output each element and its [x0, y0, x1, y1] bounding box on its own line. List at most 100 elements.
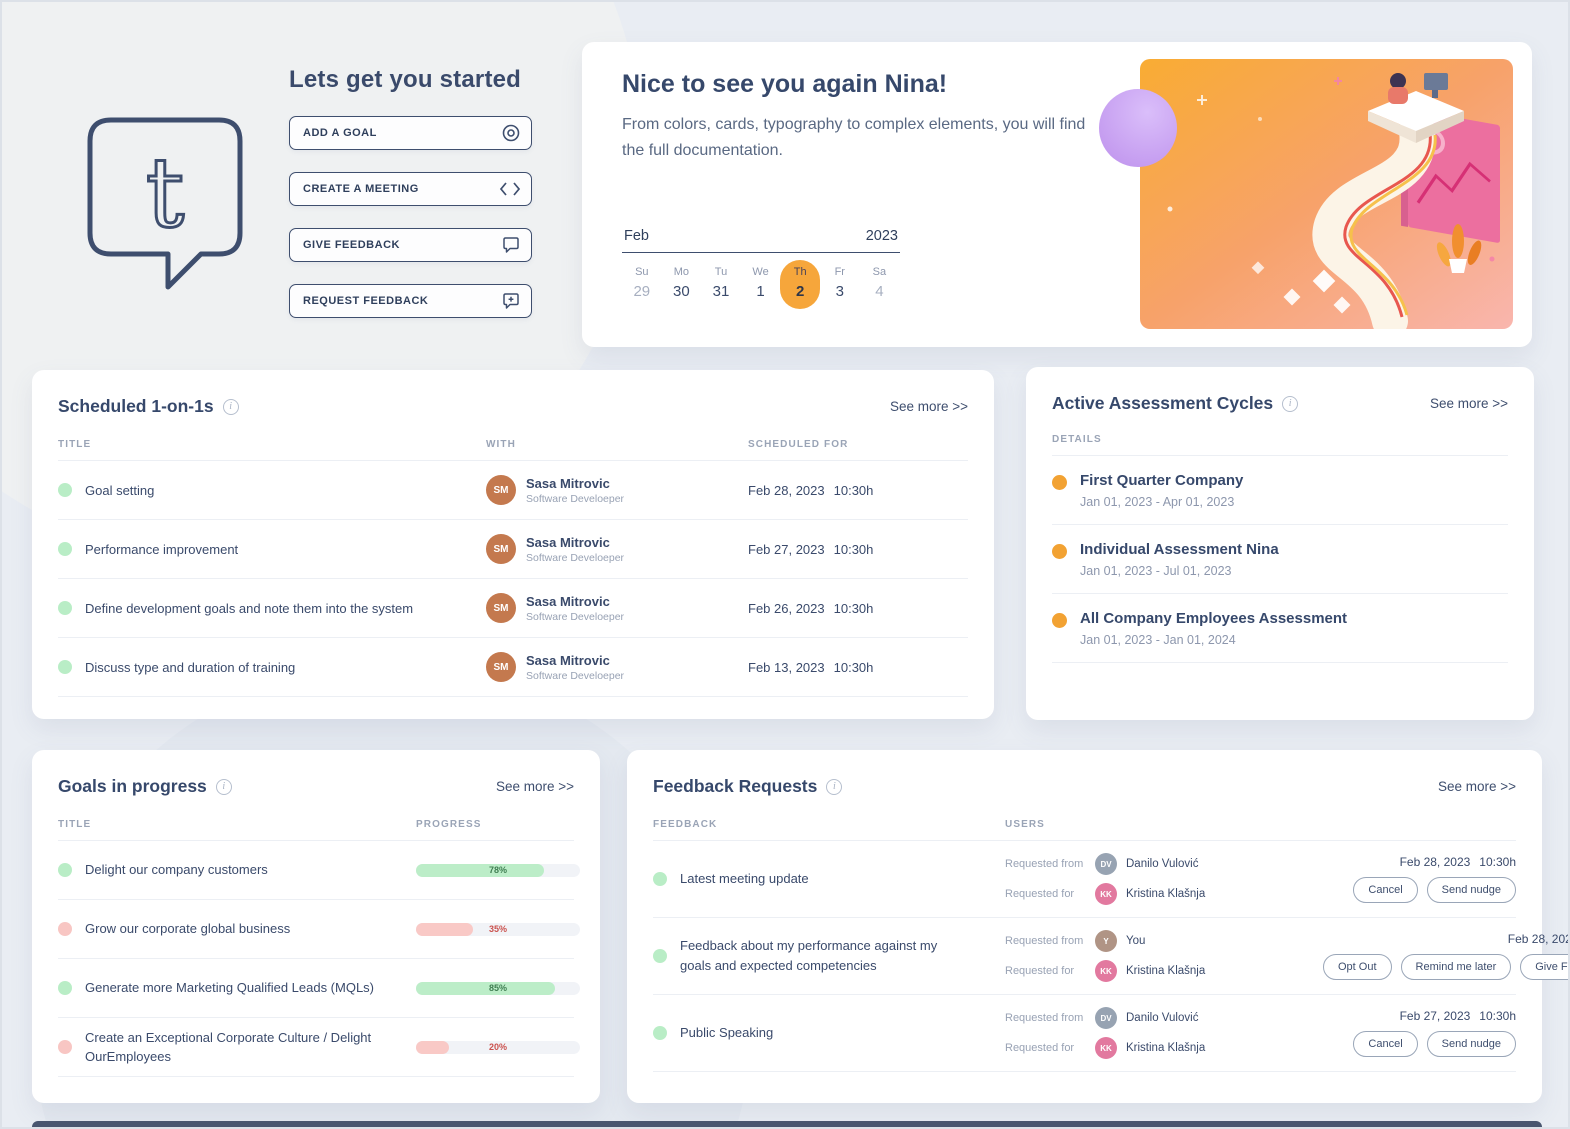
table-row: Latest meeting update Requested from DV … [653, 841, 1516, 918]
table-row: Delight our company customers 78% [58, 841, 580, 900]
request-date: Feb 28, 2023 [1507, 932, 1568, 946]
status-dot [58, 660, 72, 674]
status-dot [58, 483, 72, 497]
card-title: Scheduled 1-on-1s [58, 396, 214, 416]
table-header: TITLE PROGRESS [58, 819, 574, 841]
status-dot [58, 981, 72, 995]
send-nudge-button[interactable]: Send nudge [1426, 877, 1516, 903]
opt-out-button[interactable]: Opt Out [1323, 954, 1392, 980]
calendar-day-name: Tu [714, 266, 728, 278]
feedback-title: Feedback about my performance against my… [680, 937, 938, 973]
column-users: USERS [1005, 819, 1045, 830]
calendar-day-cell[interactable]: Sa 4 [860, 260, 900, 309]
calendar-day-cell[interactable]: Su 29 [622, 260, 662, 309]
feedback-title: Latest meeting update [680, 870, 809, 886]
card-title: Feedback Requests [653, 776, 818, 796]
info-icon[interactable] [222, 398, 239, 415]
cancel-button[interactable]: Cancel [1353, 1031, 1418, 1057]
meeting-time: 10:30h [833, 482, 874, 498]
give-feedback-label: GIVE FEEDBACK [303, 239, 400, 251]
add-goal-button[interactable]: ADD A GOAL [289, 116, 532, 150]
remind-me-later-button[interactable]: Remind me later [1400, 954, 1512, 980]
see-more-link[interactable]: See more >> [495, 779, 574, 794]
calendar-day-name: Th [793, 266, 807, 278]
calendar-date: 30 [673, 283, 690, 300]
requested-from-label: Requested from [1005, 935, 1084, 947]
decorative-circle [1099, 89, 1177, 167]
card-title: Goals in progress [58, 776, 207, 796]
calendar-day-cell[interactable]: We 1 [741, 260, 781, 309]
requested-for-label: Requested for [1005, 888, 1075, 900]
table-row: Define development goals and note them i… [58, 579, 968, 638]
chevrons-icon [499, 181, 521, 197]
info-icon[interactable] [215, 778, 232, 795]
meeting-time: 10:30h [833, 541, 874, 557]
calendar-day-cell[interactable]: Fr 3 [820, 260, 860, 309]
chat-plus-icon [501, 291, 521, 311]
column-scheduled-for: SCHEDULED FOR [748, 439, 849, 450]
meeting-title: Performance improvement [85, 541, 239, 557]
progress-label: 35% [488, 923, 507, 934]
status-dot [1052, 544, 1067, 559]
feedback-title: Public Speaking [680, 1024, 774, 1040]
give-feedback-action-button[interactable]: Give Feedback [1520, 954, 1568, 980]
feedback-requests-card: Feedback Requests See more >> FEEDBACK U… [627, 750, 1568, 1103]
calendar-date: 4 [875, 283, 884, 300]
calendar-day-cell[interactable]: Mo 30 [662, 260, 702, 309]
see-more-link[interactable]: See more >> [889, 399, 968, 414]
calendar-day-name: We [752, 266, 769, 278]
scheduled-one-on-ones-card: Scheduled 1-on-1s See more >> TITLE WITH… [32, 370, 994, 719]
calendar-day-cell-selected[interactable]: Th 2 [780, 260, 820, 309]
target-icon [501, 123, 521, 143]
requested-from-name: You [1126, 935, 1146, 947]
meeting-title: Define development goals and note them i… [85, 600, 414, 616]
progress-label: 20% [488, 1041, 507, 1052]
avatar: KK [1095, 960, 1117, 982]
calendar-header: Feb 2023 [622, 228, 900, 253]
avatar: DV [1095, 853, 1117, 875]
table-row: Public Speaking Requested from DV Danilo… [653, 995, 1516, 1072]
avatar: SM [486, 534, 516, 564]
table-row: Goal setting SM Sasa Mitrovic Software D… [58, 461, 968, 520]
info-icon[interactable] [1282, 395, 1299, 412]
progress-bar: 85% [416, 981, 580, 995]
goal-title: Grow our corporate global business [85, 921, 291, 937]
chat-bubble-icon [501, 235, 521, 255]
info-icon[interactable] [826, 778, 843, 795]
cycle-name: First Quarter Company [1080, 472, 1244, 489]
give-feedback-button[interactable]: GIVE FEEDBACK [289, 228, 532, 262]
meeting-date: Feb 28, 2023 [748, 482, 825, 498]
cycle-name: Individual Assessment Nina [1080, 541, 1279, 558]
progress-label: 85% [488, 982, 507, 993]
request-date: Feb 27, 2023 [1399, 1009, 1471, 1023]
see-more-link[interactable]: See more >> [1437, 779, 1516, 794]
calendar-day-cell[interactable]: Tu 31 [701, 260, 741, 309]
person-name: Sasa Mitrovic [526, 534, 610, 550]
avatar: SM [486, 593, 516, 623]
meeting-title: Discuss type and duration of training [85, 659, 296, 675]
send-nudge-button[interactable]: Send nudge [1426, 1031, 1516, 1057]
requested-for-name: Kristina Klašnja [1126, 1042, 1206, 1054]
mini-calendar: Feb 2023 Su 29 Mo 30 Tu 31 We 1 [622, 228, 900, 309]
request-time: 10:30h [1479, 1009, 1516, 1023]
meeting-time: 10:30h [833, 659, 874, 675]
cycle-period: Jan 01, 2023 - Jul 01, 2023 [1080, 564, 1232, 578]
progress-label: 78% [488, 864, 507, 875]
status-dot [58, 601, 72, 615]
see-more-link[interactable]: See more >> [1429, 396, 1508, 411]
list-item: First Quarter Company Jan 01, 2023 - Apr… [1052, 456, 1508, 525]
meeting-title: Goal setting [85, 482, 155, 498]
cancel-button[interactable]: Cancel [1353, 877, 1418, 903]
status-dot [58, 1040, 72, 1054]
status-dot [653, 949, 667, 963]
cycle-name: All Company Employees Assessment [1080, 610, 1348, 627]
bottom-panel-edge [32, 1121, 1542, 1127]
table-row: Grow our corporate global business 35% [58, 900, 580, 959]
meeting-date: Feb 13, 2023 [748, 659, 825, 675]
calendar-day-name: Su [635, 266, 649, 278]
request-feedback-button[interactable]: REQUEST FEEDBACK [289, 284, 532, 318]
create-meeting-button[interactable]: CREATE A MEETING [289, 172, 532, 206]
calendar-date: 2 [796, 283, 805, 300]
goal-title: Create an Exceptional Corporate Culture … [85, 1029, 372, 1065]
